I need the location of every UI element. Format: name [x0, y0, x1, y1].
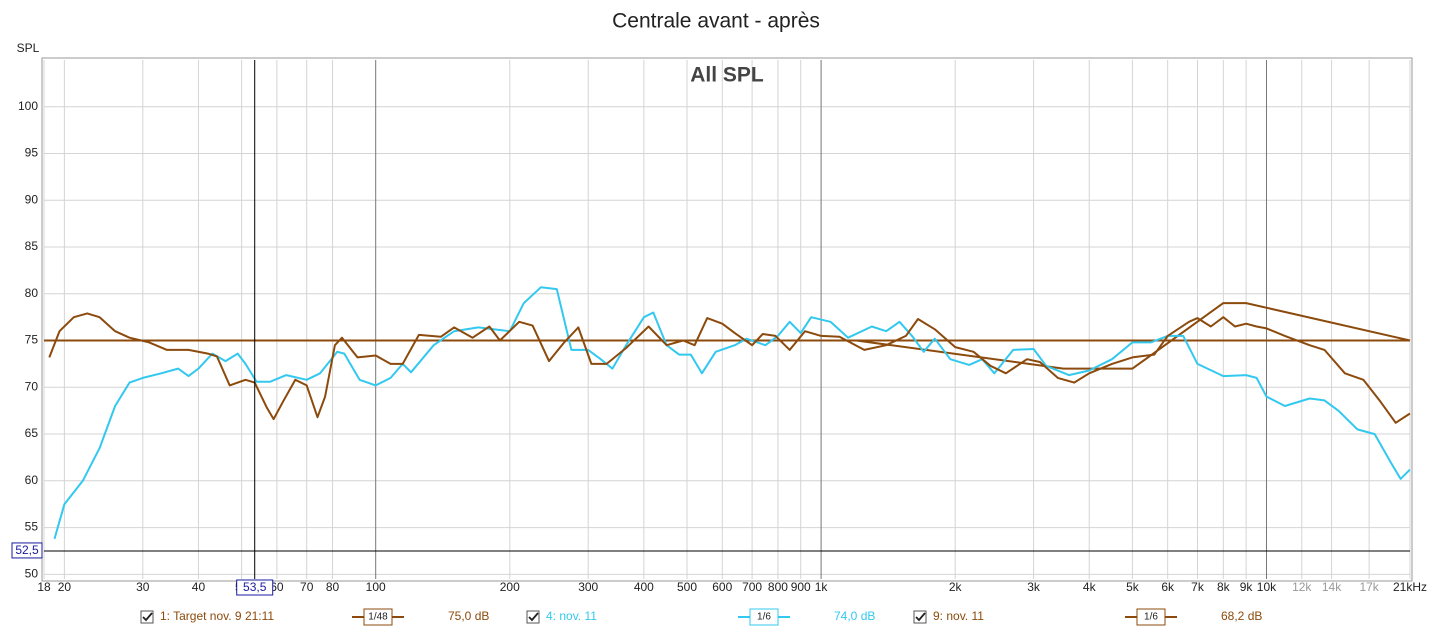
series-line: [53, 286, 1411, 540]
x-tick-label: 900: [791, 580, 811, 594]
legend-readout: 74,0 dB: [834, 609, 875, 623]
x-tick-label: 7k: [1191, 580, 1205, 594]
x-tick-label: 70: [300, 580, 314, 594]
x-tick-label: 100: [366, 580, 386, 594]
y-tick-label: 85: [25, 239, 39, 253]
x-tick-label: 18: [37, 580, 51, 594]
chart-title: Centrale avant - après: [612, 10, 820, 33]
x-tick-label: 60: [270, 580, 284, 594]
x-tick-label: 2k: [949, 580, 963, 594]
y-tick-label: 90: [25, 192, 39, 206]
plot-area: [41, 57, 1413, 582]
cursor-y-label: 52,5: [15, 543, 39, 557]
x-tick-label: 500: [677, 580, 697, 594]
x-tick-label: 5k: [1126, 580, 1140, 594]
x-tick-label: 9k: [1240, 580, 1254, 594]
smoothing-box: [749, 608, 779, 626]
y-tick-label: 65: [25, 426, 39, 440]
legend-label: 1: Target nov. 9 21:11: [160, 609, 274, 623]
x-tick-label: 1k: [815, 580, 829, 594]
x-tick-label: 30: [136, 580, 150, 594]
x-tick-label: 400: [634, 580, 654, 594]
annotation: All SPL: [690, 64, 764, 87]
x-tick-label: 6k: [1161, 580, 1175, 594]
x-tick-label: 17k: [1359, 580, 1379, 594]
legend-item[interactable]: 9: nov. 11 1/6 68,2 dB: [913, 608, 1262, 626]
x-tick-label: 80: [326, 580, 340, 594]
y-tick-label: 75: [25, 333, 39, 347]
x-tick-label: 8k: [1217, 580, 1231, 594]
checkmark: [528, 612, 539, 622]
smoothing-label: 1/6: [757, 612, 771, 623]
legend-readout: 68,2 dB: [1221, 609, 1262, 623]
x-tick-label: 800: [768, 580, 788, 594]
checkmark: [142, 612, 153, 622]
x-tick-label: 40: [192, 580, 206, 594]
x-tick-label: 600: [712, 580, 732, 594]
y-tick-label: 70: [25, 379, 39, 393]
y-tick-label: 55: [25, 520, 39, 534]
x-tick-label: 20: [58, 580, 72, 594]
x-tick-label: 4k: [1083, 580, 1097, 594]
smoothing-label: 1/6: [1144, 612, 1158, 623]
y-tick-label: 80: [25, 286, 39, 300]
smoothing-label: 1/48: [368, 612, 388, 623]
x-tick-label: 21kHz: [1393, 580, 1427, 594]
y-tick-label: 95: [25, 146, 39, 160]
cursor-x-label: 53,5: [243, 580, 267, 594]
legend-label: 9: nov. 11: [933, 609, 984, 623]
x-tick-label: 12k: [1292, 580, 1312, 594]
legend-item[interactable]: 4: nov. 11 1/6 74,0 dB: [526, 608, 875, 626]
legend-item[interactable]: 1: Target nov. 9 21:11 1/48 75,0 dB: [140, 608, 489, 626]
y-tick-label: 50: [25, 566, 39, 580]
y-tick-label: 100: [18, 99, 38, 113]
x-tick-label: 10k: [1257, 580, 1277, 594]
x-tick-label: 300: [578, 580, 598, 594]
legend-readout: 75,0 dB: [448, 609, 489, 623]
series-line: [44, 302, 1411, 370]
x-tick-label: 200: [500, 580, 520, 594]
series-line: [48, 312, 1411, 424]
cursor-box: [236, 579, 274, 596]
x-tick-label: 14k: [1322, 580, 1342, 594]
y-axis-label: SPL: [17, 41, 40, 55]
legend-label: 4: nov. 11: [546, 609, 597, 623]
x-tick-label: 700: [742, 580, 762, 594]
cursor-box: [11, 542, 43, 559]
x-tick-label: 3k: [1027, 580, 1041, 594]
smoothing-box: [1136, 608, 1166, 626]
smoothing-box: [363, 608, 393, 626]
checkmark: [915, 612, 926, 622]
y-tick-label: 60: [25, 473, 39, 487]
